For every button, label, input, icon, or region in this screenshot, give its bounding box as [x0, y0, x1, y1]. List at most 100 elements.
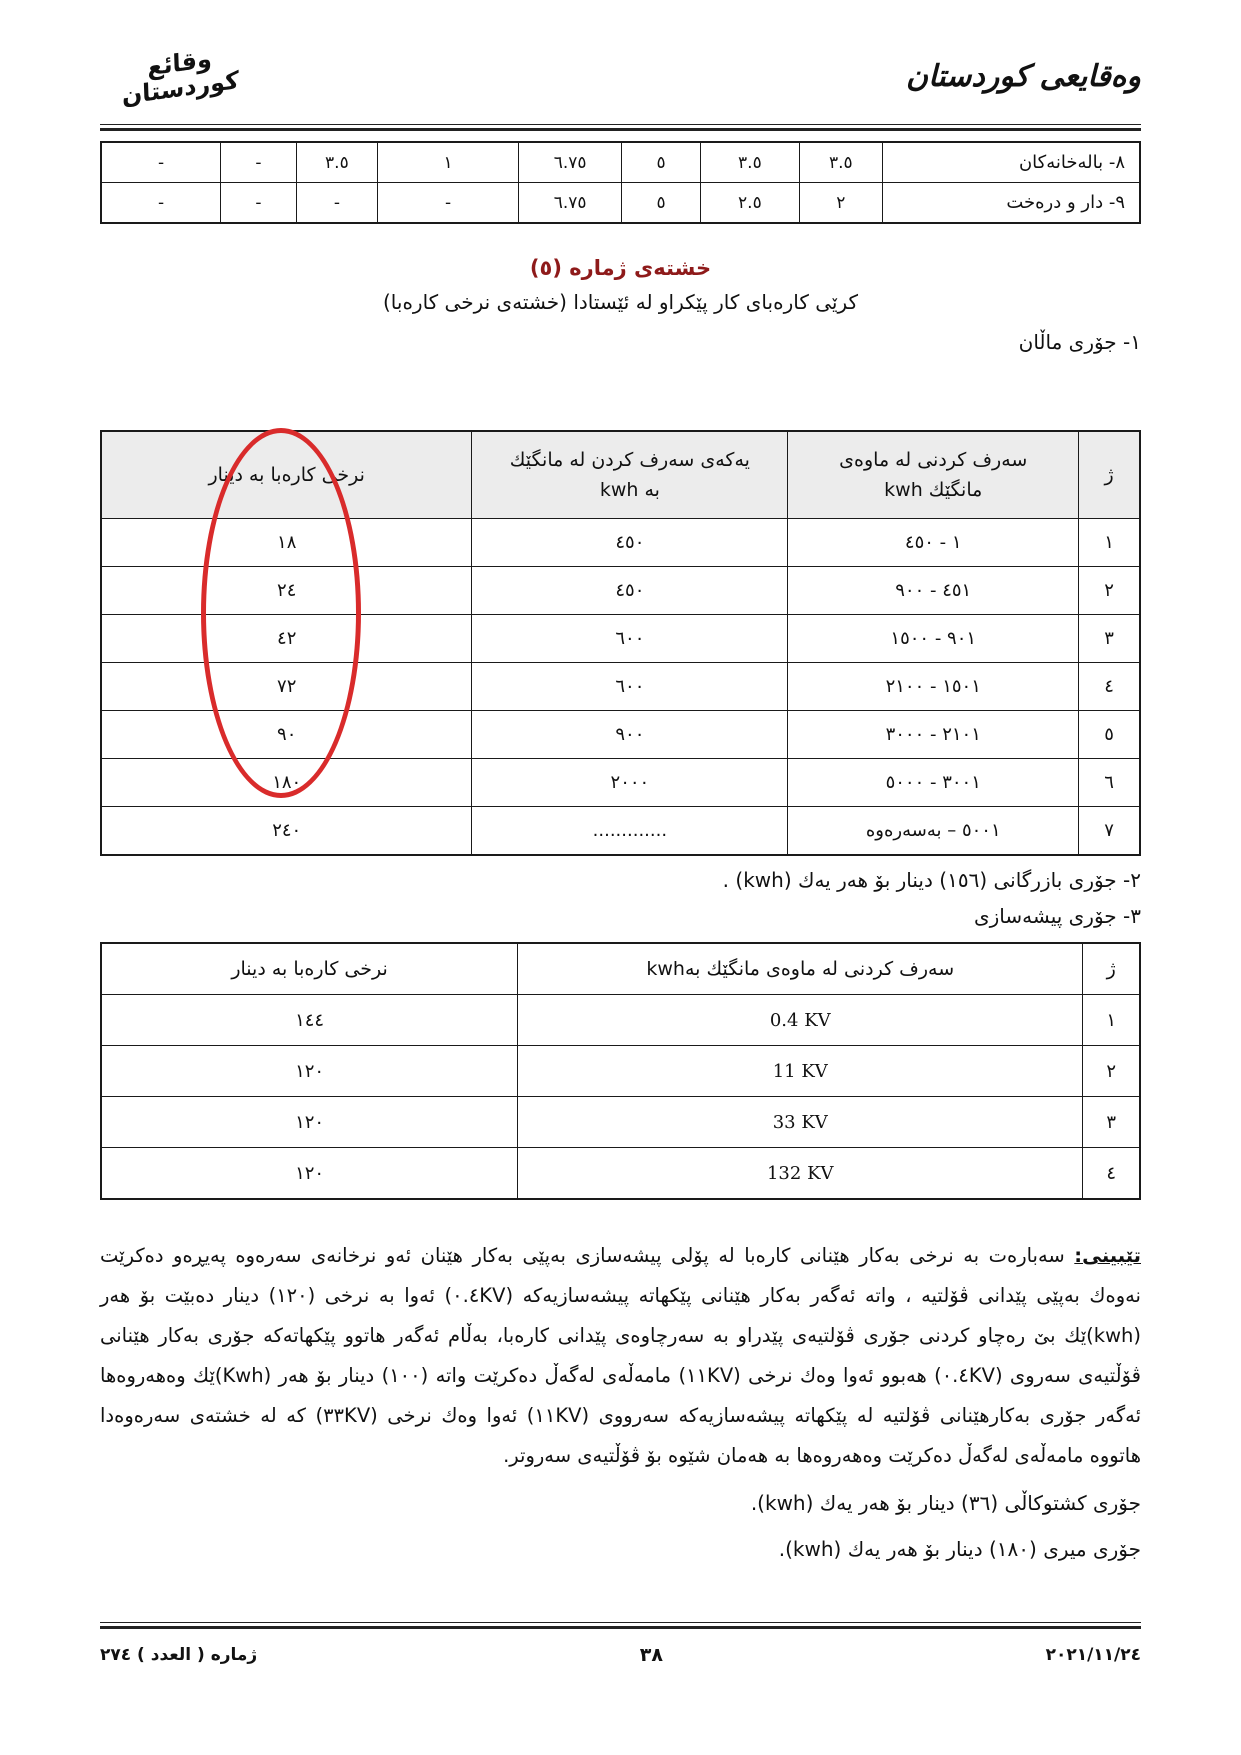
cell-no: ٦	[1078, 758, 1141, 807]
table-row: ٤ 132 KV ١٢٠	[100, 1147, 1141, 1200]
cell-no: ٢	[1082, 1045, 1141, 1097]
col-header-no: ژ	[1082, 942, 1141, 995]
cell-price: ٧٢	[100, 662, 473, 711]
cell-no: ٥	[1078, 710, 1141, 759]
cell-range: ١٥٠١ - ٢١٠٠	[787, 662, 1080, 711]
note-paragraph: تێبینی: سەبارەت بە نرخی بەكار هێنانی كار…	[100, 1236, 1141, 1476]
cell: ٣.٥	[798, 141, 883, 183]
footer-divider	[100, 1622, 1141, 1629]
household-table-wrap: ژ سەرف كردنی لە ماوەی مانگێك kwh یەكەی س…	[100, 428, 1141, 856]
note-label: تێبینی:	[1074, 1244, 1141, 1267]
header-divider	[100, 124, 1141, 131]
cell: ٦.٧٥	[518, 182, 623, 224]
cell-price: ١٨	[100, 518, 473, 567]
cell-no: ١	[1082, 994, 1141, 1046]
table-number-title: خشتەی ژمارە (٥)	[529, 256, 712, 280]
cell-unit: ٩٠٠	[471, 710, 789, 759]
cell-price: ١٤٤	[100, 994, 519, 1046]
table-row: ١ 0.4 KV ١٤٤	[100, 994, 1141, 1046]
cell-voltage: 0.4 KV	[517, 994, 1084, 1046]
gazette-logo-left: وقائع كوردستان	[121, 44, 240, 111]
cell-unit: ٤٥٠	[471, 518, 789, 567]
row-label: ٨- بالەخانەكان	[881, 141, 1141, 183]
cell-unit: ٦٠٠	[471, 662, 789, 711]
cell-no: ٧	[1078, 806, 1141, 856]
cell: -	[100, 182, 222, 224]
header-line: سەرف كردنی لە ماوەی	[839, 449, 1028, 471]
item-commercial: ٢- جۆری بازرگانی (١٥٦) دینار بۆ هەر یەك …	[722, 868, 1141, 892]
cell-voltage: 33 KV	[517, 1096, 1084, 1148]
cell: -	[376, 182, 520, 224]
household-price-table: ژ سەرف كردنی لە ماوەی مانگێك kwh یەكەی س…	[100, 430, 1141, 856]
cell-range: ٣٠٠١ - ٥٠٠٠	[787, 758, 1080, 807]
cell-range: ٤٥١ - ٩٠٠	[787, 566, 1080, 615]
footer-date: ٢٠٢١/١١/٢٤	[1045, 1645, 1141, 1665]
cell-no: ٤	[1082, 1147, 1141, 1200]
cell: ١	[376, 141, 520, 183]
cell-range: ١ - ٤٥٠	[787, 518, 1080, 567]
table-row: ٣ ٩٠١ - ١٥٠٠ ٦٠٠ ٤٢	[100, 614, 1141, 663]
cell-price: ٩٠	[100, 710, 473, 759]
previous-price-table-tail: ٨- بالەخانەكان ٣.٥ ٣.٥ ٥ ٦.٧٥ ١ ٣.٥ - - …	[100, 141, 1141, 224]
cell-price: ١٢٠	[100, 1096, 519, 1148]
gazette-logo-right: وەقايعى كوردستان	[906, 58, 1141, 94]
header-row: ژ سەرف كردنی لە ماوەی مانگێك kwh یەكەی س…	[100, 430, 1141, 519]
col-header-no: ژ	[1078, 430, 1141, 519]
table-row: ٩- دار و درەخت ٢ ٢.٥ ٥ ٦.٧٥ - - - -	[100, 182, 1141, 224]
header-line: مانگێك kwh	[884, 479, 983, 501]
item-households: ١- جۆری ماڵان	[1018, 330, 1141, 354]
cell: -	[295, 182, 378, 224]
cell: -	[100, 141, 222, 183]
cell: ٣.٥	[700, 141, 800, 183]
col-header-unit: یەكەی سەرف كردن لە مانگێك بە kwh	[471, 430, 789, 519]
cell-no: ٣	[1082, 1096, 1141, 1148]
table-row: ٨- بالەخانەكان ٣.٥ ٣.٥ ٥ ٦.٧٥ ١ ٣.٥ - -	[100, 141, 1141, 183]
cell-price: ١٢٠	[100, 1045, 519, 1097]
cell-unit: ٢٠٠٠	[471, 758, 789, 807]
col-header-price: نرخی كارەبا بە دینار	[100, 942, 519, 995]
table-row: ٧ ٥٠٠١ – بەسەرەوە ............. ٢٤٠	[100, 806, 1141, 856]
cell-no: ١	[1078, 518, 1141, 567]
header-line: بە kwh	[599, 479, 660, 501]
page-header: وەقايعى كوردستان وقائع كوردستان	[100, 28, 1141, 124]
col-header-price: نرخی كارەبا بە دینار	[100, 430, 473, 519]
footer-page-number: ٣٨	[639, 1644, 663, 1666]
item-governmental: جۆری میری (١٨٠) دینار بۆ هەر یەك (kwh).	[778, 1537, 1141, 1561]
cell-price: ١٢٠	[100, 1147, 519, 1200]
row-label: ٩- دار و درەخت	[881, 182, 1141, 224]
cell-no: ٣	[1078, 614, 1141, 663]
page-footer: ٢٠٢١/١١/٢٤ ٣٨ ژمارە ( العدد ) ٢٧٤	[100, 1644, 1141, 1666]
cell-unit: ٦٠٠	[471, 614, 789, 663]
cell-range: ٢١٠١ - ٣٠٠٠	[787, 710, 1080, 759]
item-agricultural: جۆری كشتوكاڵی (٣٦) دینار بۆ هەر یەك (kwh…	[750, 1491, 1141, 1515]
cell-price: ١٨٠	[100, 758, 473, 807]
cell-price: ٢٤	[100, 566, 473, 615]
cell-price: ٢٤٠	[100, 806, 473, 856]
cell-voltage: 132 KV	[517, 1147, 1084, 1200]
table-row: ٢ 11 KV ١٢٠	[100, 1045, 1141, 1097]
footer-issue-number: ژمارە ( العدد ) ٢٧٤	[100, 1645, 258, 1665]
header-line: یەكەی سەرف كردن لە مانگێك	[509, 449, 750, 471]
cell-price: ٤٢	[100, 614, 473, 663]
cell-no: ٤	[1078, 662, 1141, 711]
cell: ٢	[798, 182, 883, 224]
table-row: ٣ 33 KV ١٢٠	[100, 1096, 1141, 1148]
header-row: ژ سەرف كردنی لە ماوەی مانگێك بەkwh نرخی …	[100, 942, 1141, 995]
col-header-consumption: سەرف كردنی لە ماوەی مانگێك kwh	[787, 430, 1080, 519]
col-header-consumption: سەرف كردنی لە ماوەی مانگێك بەkwh	[517, 942, 1084, 995]
table-row: ٥ ٢١٠١ - ٣٠٠٠ ٩٠٠ ٩٠	[100, 710, 1141, 759]
cell-range: ٥٠٠١ – بەسەرەوە	[787, 806, 1080, 856]
industrial-price-table: ژ سەرف كردنی لە ماوەی مانگێك بەkwh نرخی …	[100, 942, 1141, 1200]
table-row: ٢ ٤٥١ - ٩٠٠ ٤٥٠ ٢٤	[100, 566, 1141, 615]
table-subtitle: كرێی كارەبای كار پێكراو لە ئێستادا (خشتە…	[382, 290, 858, 314]
table-row: ١ ١ - ٤٥٠ ٤٥٠ ١٨	[100, 518, 1141, 567]
cell: ٢.٥	[700, 182, 800, 224]
cell-no: ٢	[1078, 566, 1141, 615]
cell: ٥	[621, 141, 702, 183]
cell: ٣.٥	[295, 141, 378, 183]
cell-voltage: 11 KV	[517, 1045, 1084, 1097]
item-industrial: ٣- جۆری پیشەسازی	[973, 904, 1141, 928]
cell-unit: ٤٥٠	[471, 566, 789, 615]
cell: ٥	[621, 182, 702, 224]
